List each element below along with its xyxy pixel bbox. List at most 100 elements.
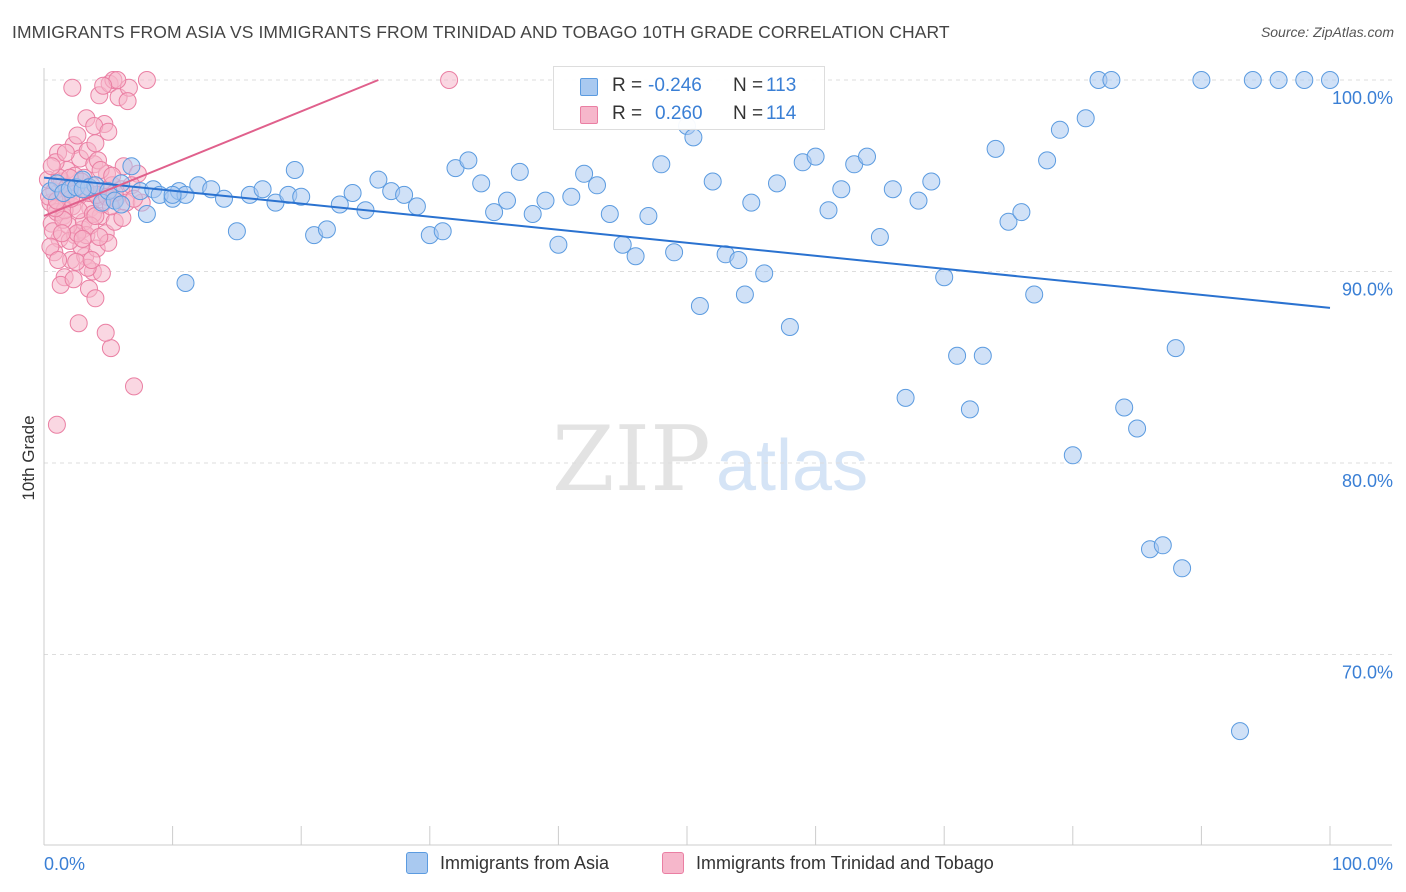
pink-series-points [38,71,459,434]
data-point [369,170,388,189]
legend-r-value: -0.246 [648,75,702,96]
data-point [735,285,754,304]
trend-lines [43,79,1331,309]
data-point [986,139,1005,158]
data-point [703,172,722,191]
data-point [652,155,671,174]
y-tick-label: 100.0% [1332,88,1393,108]
data-point [176,274,195,292]
data-point [858,147,876,166]
watermark: ZIP atlas [552,407,868,512]
legend-item-trinidad: Immigrants from Trinidad and Tobago [662,852,994,875]
data-point [163,185,182,204]
data-point [94,76,113,95]
data-point [999,212,1018,231]
data-point [1166,339,1185,358]
data-point [973,346,992,365]
data-point [343,184,362,202]
data-point [96,323,115,342]
data-point [1192,71,1211,89]
data-point [665,243,684,262]
data-point [215,189,233,208]
y-axis-label: 10th Grade [19,415,38,500]
data-point [73,180,92,199]
data-point [755,264,774,283]
data-point [1038,151,1057,170]
chart-title: IMMIGRANTS FROM ASIA VS IMMIGRANTS FROM … [12,22,950,42]
data-point [1076,109,1095,128]
data-point [1269,71,1288,89]
data-point [82,251,101,269]
data-point [73,229,92,248]
data-point [253,180,272,199]
data-point [1153,536,1172,555]
watermark-zip: ZIP [552,407,711,512]
data-point [780,318,799,336]
data-point [137,71,156,89]
data-point [53,224,71,243]
data-point [227,222,246,241]
y-tick-label: 80.0% [1342,471,1393,491]
data-point [819,201,838,220]
y-tick-label: 90.0% [1342,280,1393,300]
data-point [626,247,645,266]
data-point [112,195,131,214]
legend-swatch-blue [580,78,598,96]
data-point [118,92,137,111]
data-point [600,205,619,223]
legend-r-label: R = [612,103,643,124]
legend-swatch-pink [580,106,598,124]
data-point [1115,398,1134,417]
data-point [122,157,141,176]
data-point [101,339,120,358]
data-point [472,174,491,193]
legend-row-asia: R = -0.246 N = 113 [554,72,824,102]
data-point [1243,71,1262,89]
data-point [948,346,967,365]
data-point [137,205,156,223]
data-point [1063,446,1082,465]
data-point [768,174,786,193]
data-point [63,78,82,97]
blue-series-points [41,71,1339,741]
data-point [459,151,478,170]
data-point [433,222,452,241]
data-point [1025,285,1044,304]
data-point [1231,722,1249,741]
data-point [47,415,66,434]
x-tick-label: 0.0% [44,854,85,874]
data-point [575,164,594,183]
data-point [317,220,336,239]
data-point [1321,71,1339,89]
data-point [67,252,86,271]
data-point [729,251,748,269]
data-point [285,161,304,179]
data-point [549,235,568,254]
axes [43,68,1392,846]
trend-line-trinidad [43,79,379,217]
tick-labels: 100.0% 90.0% 80.0% 70.0% 0.0% 100.0% [44,88,1393,874]
data-point [960,400,979,419]
legend-label-trinidad: Immigrants from Trinidad and Tobago [696,852,994,873]
data-point [806,147,825,166]
data-point [407,197,426,216]
legend-n-label: N = [733,75,764,96]
data-point [690,297,709,315]
legend-n-value: 114 [766,103,797,124]
x-tick-label: 100.0% [1332,854,1393,874]
data-point [42,157,61,176]
data-point [125,377,143,396]
data-point [86,289,105,308]
data-point [485,203,504,222]
legend-r-value: 0.260 [655,103,703,124]
legend-row-trinidad: R = 0.260 N = 114 [554,100,824,130]
data-point [510,162,529,181]
y-tick-label: 70.0% [1342,663,1393,683]
data-point [1102,71,1121,89]
data-point [1173,559,1192,578]
legend-n-label: N = [733,103,764,124]
data-point [1012,203,1031,222]
data-point [562,187,581,206]
data-point [1050,120,1069,139]
data-point [41,237,60,256]
